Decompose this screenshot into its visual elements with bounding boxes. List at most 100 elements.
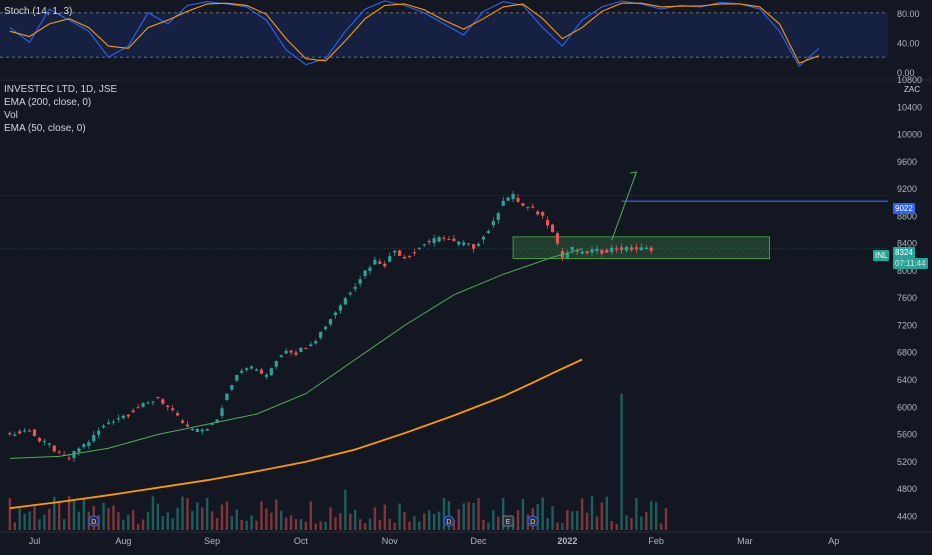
main-legend[interactable]: INVESTEC LTD, 1D, JSE EMA (200, close, 0…	[4, 83, 117, 135]
candle	[126, 414, 130, 417]
volume-bar	[18, 508, 21, 530]
volume-bar	[191, 510, 194, 530]
candle	[639, 247, 643, 251]
volume-bar	[151, 496, 155, 530]
volume-bar	[487, 522, 490, 530]
candle	[595, 248, 599, 252]
price-ytick-label: 6800	[897, 348, 917, 358]
time-tick-label: Nov	[382, 536, 399, 546]
time-tick-label: 2022	[557, 536, 577, 546]
candle	[442, 237, 446, 239]
volume-bar	[107, 508, 110, 530]
volume-bar	[48, 508, 51, 530]
candle	[200, 429, 204, 432]
candle	[274, 360, 278, 367]
volume-bar	[492, 510, 495, 530]
volume-bar	[497, 516, 500, 530]
volume-bar	[437, 511, 441, 530]
volume-bar	[156, 503, 160, 530]
price-ytick-label: 6000	[897, 402, 917, 412]
volume-bar	[122, 520, 125, 530]
candle	[388, 256, 392, 262]
candle	[220, 408, 224, 416]
candle	[156, 397, 160, 399]
candle	[511, 194, 515, 200]
candle	[264, 374, 268, 377]
volume-bar	[664, 508, 668, 530]
candle	[23, 430, 27, 432]
candle	[649, 247, 653, 252]
candle	[72, 451, 76, 459]
price-ytick-label: 5600	[897, 430, 917, 440]
volume-bar	[452, 520, 456, 530]
time-tick-label: Mar	[737, 536, 753, 546]
price-ytick-label: 8800	[897, 211, 917, 221]
candle	[32, 429, 37, 437]
candle	[235, 375, 239, 381]
volume-bar	[482, 519, 485, 530]
dividend-marker	[88, 515, 100, 527]
stoch-legend-label: Stoch (14, 1, 3)	[4, 6, 73, 17]
candle	[314, 341, 318, 344]
volume-bar	[418, 521, 421, 530]
candle	[526, 206, 530, 208]
candle	[171, 408, 175, 411]
price-ytick-label: 7200	[897, 320, 917, 330]
volume-bar	[77, 511, 81, 530]
candle	[378, 261, 382, 264]
volume-bar	[43, 514, 46, 530]
volume-bar	[408, 521, 411, 530]
volume-bar	[472, 502, 475, 530]
candle	[13, 434, 17, 436]
volume-bar	[132, 510, 135, 530]
earnings-marker	[502, 515, 514, 527]
stoch-band	[0, 12, 888, 58]
candle	[590, 249, 594, 253]
volume-bar	[314, 523, 317, 530]
volume-bar	[403, 511, 406, 530]
volume-bar	[255, 520, 258, 530]
price-ytick-label: 7600	[897, 293, 917, 303]
volume-bar	[585, 512, 589, 530]
price-ytick-label: 10400	[897, 102, 922, 112]
volume-bar	[334, 517, 337, 530]
candle	[486, 231, 490, 234]
volume-bar	[82, 498, 86, 530]
volume-bar	[571, 511, 574, 530]
volume-bar	[413, 516, 416, 530]
candle	[225, 393, 229, 401]
symbol-legend: INVESTEC LTD, 1D, JSE	[4, 84, 118, 95]
time-tick-label: Ap	[828, 536, 839, 546]
candle	[373, 259, 377, 265]
volume-bar	[136, 523, 140, 530]
candle	[230, 385, 234, 390]
candle	[481, 236, 486, 240]
time-tick-label: Aug	[115, 536, 131, 546]
volume-bar	[250, 515, 253, 530]
volume-bar	[645, 511, 648, 530]
candle	[102, 425, 106, 428]
candle	[92, 435, 96, 441]
event-marker-label: D	[91, 519, 96, 526]
candle	[28, 430, 32, 432]
volume-bar	[284, 517, 288, 530]
volume-bar	[595, 516, 599, 530]
stoch-legend[interactable]: Stoch (14, 1, 3)	[4, 5, 72, 18]
volume-bar	[521, 498, 525, 530]
candle	[289, 350, 293, 353]
stoch-d-line	[9, 2, 820, 64]
candle	[393, 250, 397, 253]
symbol-tag: INL	[873, 250, 890, 261]
candle	[215, 419, 219, 423]
volume-bar	[541, 497, 544, 530]
price-pane: 4400 4800 5200 5600 6000 6400 6800 7200 7600 8000…	[0, 75, 922, 530]
candle	[644, 247, 648, 250]
candle	[437, 237, 441, 242]
price-ytick-label: 8000	[897, 266, 917, 276]
time-axis[interactable]: Jul Aug Sep Oct Nov Dec 2022 Feb Mar Ap	[0, 531, 932, 546]
candle	[319, 331, 323, 338]
candle	[52, 445, 56, 452]
volume-bar	[28, 511, 31, 530]
